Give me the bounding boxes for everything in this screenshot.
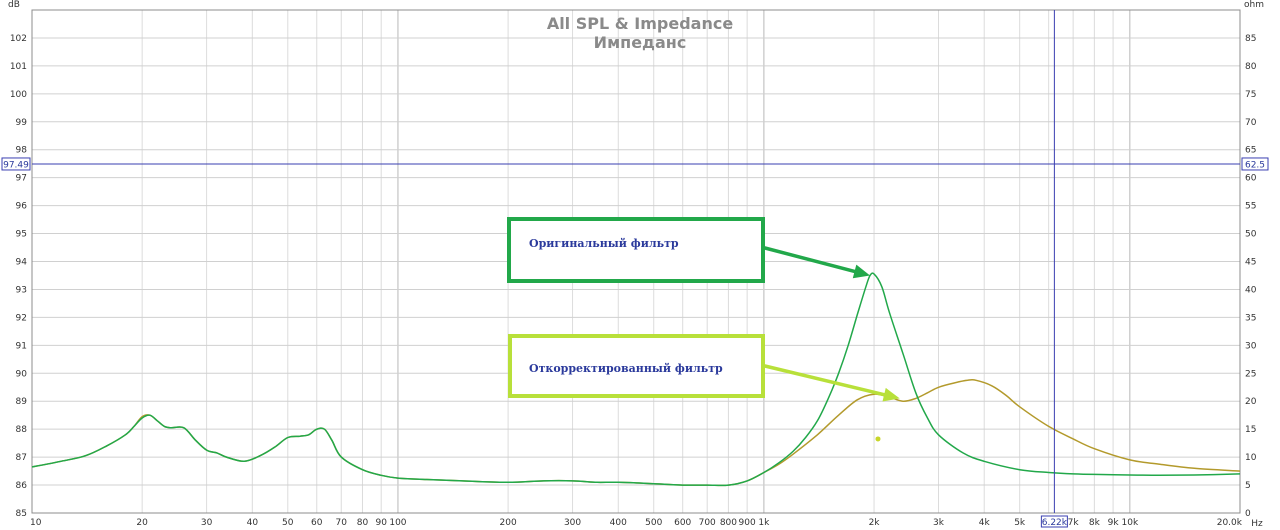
x-tick-label: 40 xyxy=(247,518,259,528)
marker-dot xyxy=(875,436,881,442)
cursor-y-left-box xyxy=(1,157,31,171)
x-tick-label: 800 xyxy=(720,518,737,528)
x-axis-ticks: 10 20 30 40 50 60 70 80 90 100 200 300 400 500 600 700 8… xyxy=(30,518,1243,528)
x-tick-label: 300 xyxy=(564,518,581,528)
annotation-box xyxy=(508,334,765,398)
x-tick-label: 2k xyxy=(869,518,881,528)
cursor-y-right-box xyxy=(1241,157,1269,171)
y-left-tick-label: 93 xyxy=(16,285,27,295)
y-right-tick-label: 45 xyxy=(1245,258,1256,268)
y-left-tick-label: 94 xyxy=(16,258,28,268)
x-tick-label: 50 xyxy=(282,518,294,528)
y-right-tick-label: 20 xyxy=(1245,397,1257,407)
y-left-tick-label: 101 xyxy=(10,62,27,72)
x-unit: Hz xyxy=(1251,519,1263,529)
x-tick-label: 10 xyxy=(30,518,42,528)
annotation-arrow-shaft xyxy=(763,364,886,397)
annotation-box xyxy=(507,217,765,283)
x-tick-label: 400 xyxy=(610,518,627,528)
chart-subtitle: Импеданс xyxy=(594,33,687,52)
x-tick-label: 100 xyxy=(389,518,406,528)
x-tick-label: 5k xyxy=(1014,518,1026,528)
x-tick-label: 1k xyxy=(758,518,770,528)
x-tick-label: 90 xyxy=(375,518,387,528)
annotation-label: Откорректированный фильтр xyxy=(529,362,723,375)
series-line xyxy=(31,272,1241,487)
x-tick-label: 4k xyxy=(979,518,991,528)
y-right-tick-label: 10 xyxy=(1245,453,1257,463)
y-right-tick-label: 30 xyxy=(1245,341,1257,351)
annotations: Оригинальный фильтр Откорректированный фи… xyxy=(507,217,900,402)
y-left-tick-label: 92 xyxy=(16,313,27,323)
y-left-tick-label: 95 xyxy=(16,230,27,240)
y-right-tick-label: 85 xyxy=(1245,34,1256,44)
y-right-tick-label: 50 xyxy=(1245,230,1257,240)
x-tick-label: 3k xyxy=(933,518,945,528)
y-left-tick-label: 86 xyxy=(16,481,28,491)
cursor-x-box xyxy=(1040,515,1068,528)
x-tick-label: 8k xyxy=(1089,518,1101,528)
x-tick-label: 200 xyxy=(500,518,517,528)
y-axis-left-ticks: 85 86 87 88 89 90 91 92 93 94 95 96 97 98 99 100 101 102 xyxy=(10,34,27,519)
x-tick-label: 7k xyxy=(1068,518,1080,528)
cursor-x-label: 6.22k xyxy=(1042,518,1068,528)
x-tick-label: 60 xyxy=(311,518,323,528)
y-right-tick-label: 15 xyxy=(1245,425,1256,435)
y-left-tick-label: 102 xyxy=(10,34,27,44)
series-group xyxy=(31,272,1241,487)
y-right-tick-label: 55 xyxy=(1245,202,1256,212)
cursor-y-left-label: 97.49 xyxy=(3,160,29,170)
y-axis-right-ticks: 0 5 10 15 20 25 30 35 40 45 50 55 60 65 70 75 80 85 xyxy=(1245,34,1257,519)
y-left-tick-label: 100 xyxy=(10,90,27,100)
x-tick-label: 700 xyxy=(699,518,716,528)
y-left-tick-label: 98 xyxy=(16,146,28,156)
x-tick-label: 30 xyxy=(201,518,213,528)
y-left-tick-label: 89 xyxy=(16,397,28,407)
cursor[interactable]: 97.49 62.5 6.22k xyxy=(1,10,1269,528)
y-left-tick-label: 91 xyxy=(16,341,27,351)
y-right-tick-label: 0 xyxy=(1245,509,1251,519)
plot-frame xyxy=(31,9,1241,514)
annotation-label: Оригинальный фильтр xyxy=(529,237,679,250)
y-right-tick-label: 80 xyxy=(1245,62,1257,72)
chart-title: All SPL & Impedance xyxy=(547,14,734,33)
y-right-tick-label: 40 xyxy=(1245,285,1257,295)
x-tick-label: 20 xyxy=(136,518,148,528)
cursor-y-right-label: 62.5 xyxy=(1245,160,1265,170)
y-left-tick-label: 90 xyxy=(16,369,28,379)
y-left-unit: dB xyxy=(8,0,20,10)
y-right-tick-label: 65 xyxy=(1245,146,1256,156)
annotation-arrow-shaft xyxy=(763,246,857,274)
y-right-tick-label: 70 xyxy=(1245,118,1257,128)
y-left-tick-label: 88 xyxy=(16,425,28,435)
x-tick-label: 20.0k xyxy=(1217,518,1243,528)
x-tick-label: 10k xyxy=(1122,518,1139,528)
y-left-tick-label: 96 xyxy=(16,202,28,212)
y-left-tick-label: 97 xyxy=(16,174,27,184)
x-tick-label: 600 xyxy=(674,518,691,528)
x-tick-label: 500 xyxy=(645,518,662,528)
y-right-unit: ohm xyxy=(1244,0,1264,10)
y-left-tick-label: 85 xyxy=(16,509,27,519)
y-right-tick-label: 5 xyxy=(1245,481,1251,491)
annotation-arrow-head xyxy=(882,387,900,402)
annotation-arrow-head xyxy=(852,264,871,279)
x-tick-label: 80 xyxy=(357,518,369,528)
y-right-tick-label: 75 xyxy=(1245,90,1256,100)
y-left-tick-label: 99 xyxy=(16,118,28,128)
y-right-tick-label: 35 xyxy=(1245,313,1256,323)
y-right-tick-label: 25 xyxy=(1245,369,1256,379)
y-right-tick-label: 60 xyxy=(1245,174,1257,184)
x-tick-label: 900 xyxy=(739,518,756,528)
x-tick-label: 70 xyxy=(336,518,348,528)
y-left-tick-label: 87 xyxy=(16,453,27,463)
x-tick-label: 9k xyxy=(1108,518,1120,528)
